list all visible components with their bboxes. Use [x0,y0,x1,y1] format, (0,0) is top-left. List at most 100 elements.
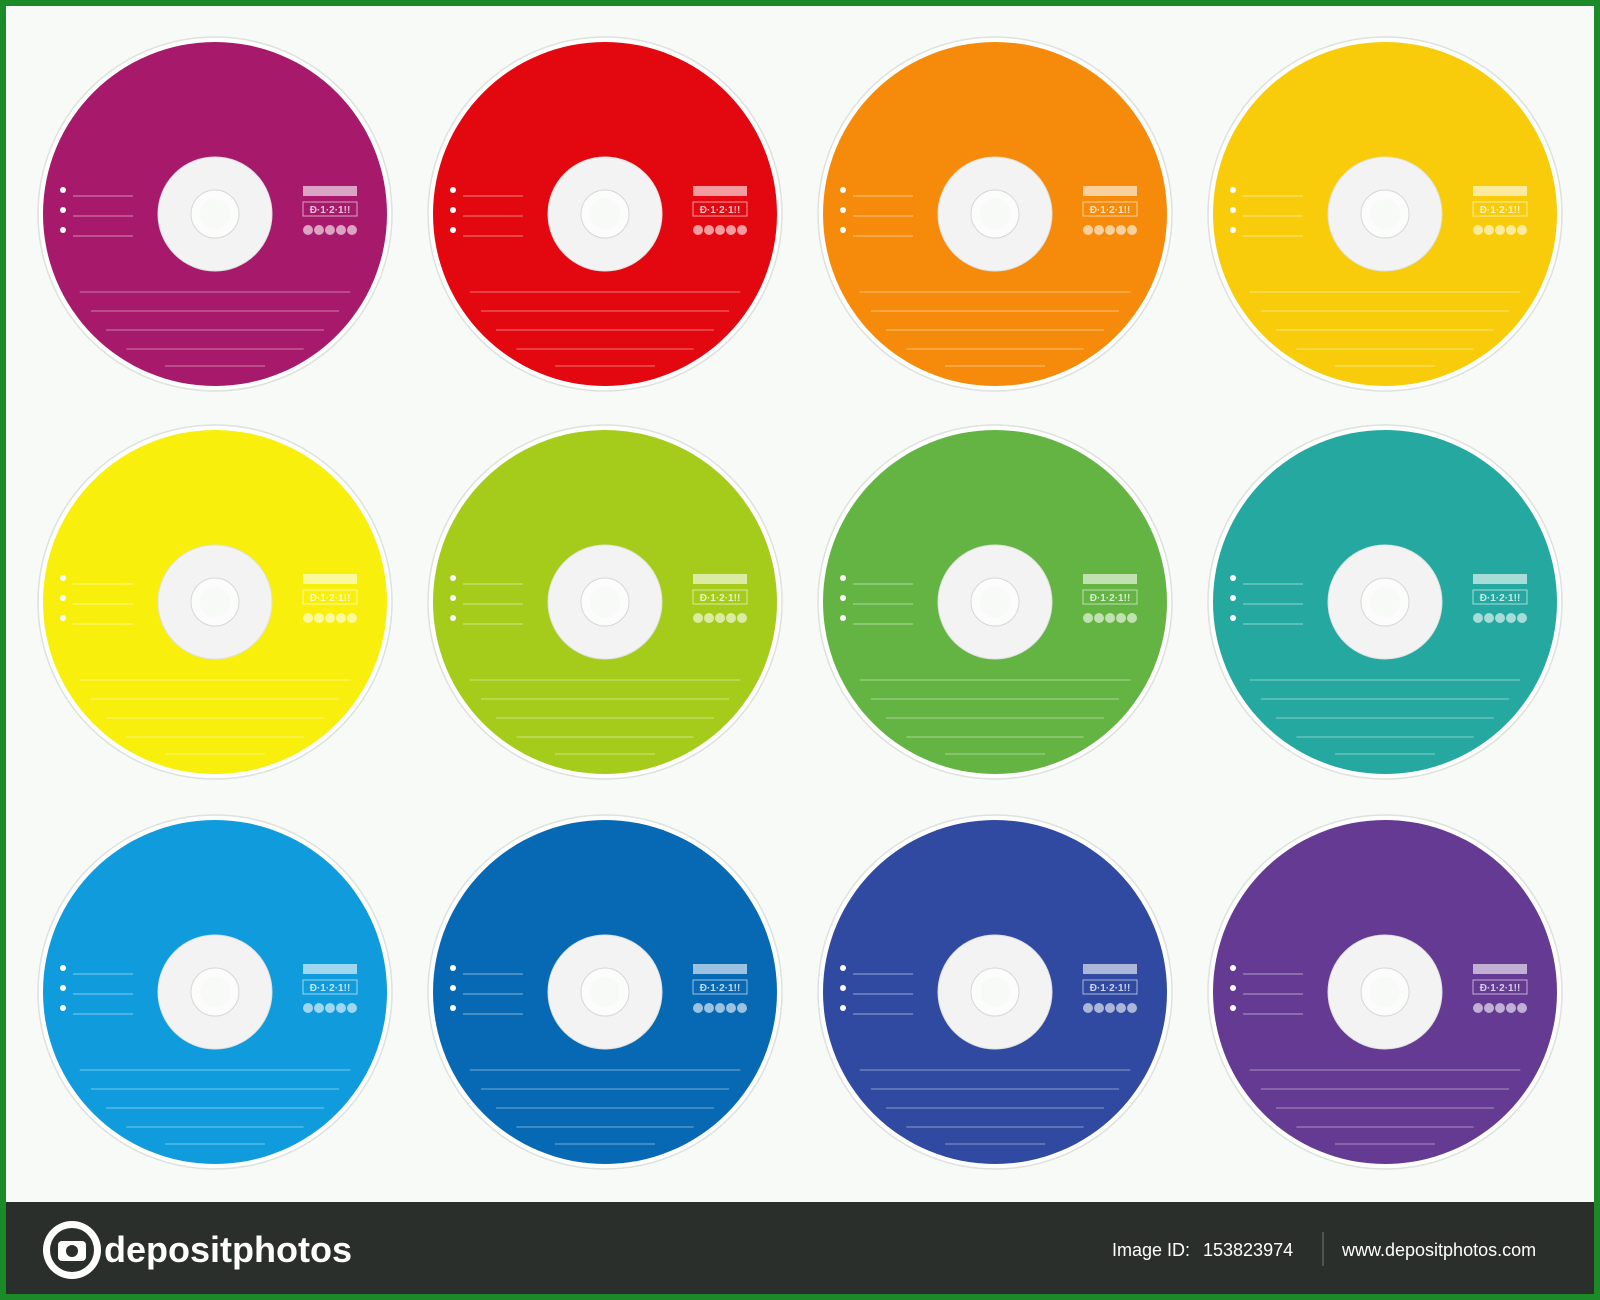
emblem-dot [715,613,725,623]
emblem-box [1472,979,1528,995]
bullet [840,985,846,991]
bullet [1230,575,1236,581]
disc-mark: Đ·1·2·1!! [1480,593,1521,604]
emblem-dot [737,613,747,623]
emblem-bar [1473,186,1527,196]
emblem-dot [715,1003,725,1013]
emblem-dot [325,613,335,623]
bullet [450,615,456,621]
bullet [450,965,456,971]
emblem-dot [1094,613,1104,623]
emblem-dot [737,1003,747,1013]
disc-mark: Đ·1·2·1!! [310,205,351,216]
emblem-dot [1083,225,1093,235]
hole [590,199,620,229]
emblem-box [1082,589,1138,605]
bullet [1230,985,1236,991]
emblem-box [302,589,358,605]
disc: Đ·1·2·1!! [37,424,393,780]
emblem-dot [693,1003,703,1013]
bullet [60,965,66,971]
emblem-dot [704,613,714,623]
bullet [840,1005,846,1011]
emblem-dot [1105,225,1115,235]
emblem-dot [1127,1003,1137,1013]
bullet [60,595,66,601]
disc-mark: Đ·1·2·1!! [700,593,741,604]
disc-mark: Đ·1·2·1!! [1480,983,1521,994]
disc: Đ·1·2·1!! [817,424,1173,780]
emblem-dot [1094,225,1104,235]
emblem-dot [1506,1003,1516,1013]
bullet [1230,965,1236,971]
bullet [1230,227,1236,233]
disc-grid: Đ·1·2·1!! Đ·1·2·1!! Đ·1·2·1!! Đ·1·2·1!! Đ·1·… [37,36,1563,1170]
emblem-dot [1127,613,1137,623]
bullet [450,595,456,601]
emblem-bar [1083,574,1137,584]
emblem-dot [336,225,346,235]
disc-mark: Đ·1·2·1!! [1480,205,1521,216]
emblem-dot [715,225,725,235]
bullet [450,985,456,991]
hole [1370,977,1400,1007]
hole [1370,199,1400,229]
hole [980,977,1010,1007]
bullet [450,227,456,233]
emblem-dot [1506,225,1516,235]
disc: Đ·1·2·1!! [817,36,1173,392]
emblem-box [692,979,748,995]
emblem-dot [314,225,324,235]
emblem-dot [303,1003,313,1013]
emblem-dot [1517,1003,1527,1013]
bullet [840,595,846,601]
emblem-dot [1105,1003,1115,1013]
emblem-box [692,201,748,217]
emblem-dot [1473,613,1483,623]
emblem-dot [1517,613,1527,623]
emblem-dot [1495,613,1505,623]
emblem-dot [726,1003,736,1013]
bullet [840,965,846,971]
bullet [840,187,846,193]
emblem-dot [1506,613,1516,623]
hole [1370,587,1400,617]
bullet [60,615,66,621]
website: www.depositphotos.com [1341,1240,1536,1260]
emblem-dot [1083,1003,1093,1013]
emblem-dot [1127,225,1137,235]
emblem-dot [347,225,357,235]
emblem-bar [1473,574,1527,584]
emblem-dot [336,1003,346,1013]
emblem-dot [347,613,357,623]
emblem-dot [737,225,747,235]
image-id: 153823974 [1203,1240,1293,1260]
emblem-dot [704,225,714,235]
disc-mark: Đ·1·2·1!! [1090,983,1131,994]
emblem-box [1472,589,1528,605]
bullet [840,227,846,233]
emblem-dot [325,1003,335,1013]
bullet [450,575,456,581]
emblem-dot [1473,225,1483,235]
emblem-dot [1473,1003,1483,1013]
disc: Đ·1·2·1!! [1207,814,1563,1170]
emblem-bar [693,186,747,196]
bullet [1230,207,1236,213]
emblem-box [1082,201,1138,217]
hole [590,587,620,617]
emblem-bar [1473,964,1527,974]
bullet [1230,595,1236,601]
emblem-dot [1105,613,1115,623]
bullet [60,1005,66,1011]
bullet [60,985,66,991]
hole [980,587,1010,617]
bullet [60,207,66,213]
emblem-box [302,979,358,995]
disc-mark: Đ·1·2·1!! [310,593,351,604]
emblem-box [1472,201,1528,217]
bullet [840,207,846,213]
emblem-dot [704,1003,714,1013]
bullet [60,187,66,193]
bullet [1230,615,1236,621]
